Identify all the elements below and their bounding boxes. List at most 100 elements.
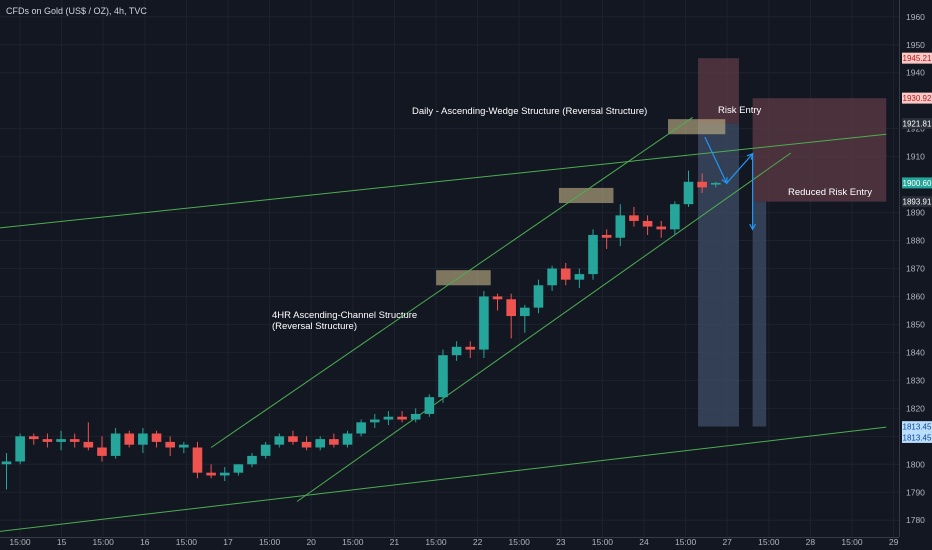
price-tag — [902, 52, 932, 64]
candle[interactable] — [424, 394, 435, 417]
chart-title: CFDs on Gold (US$ / OZ), 4h, TVC — [6, 6, 147, 16]
channel-lower[interactable] — [296, 152, 792, 502]
candle[interactable] — [192, 441, 203, 479]
candle[interactable] — [356, 419, 366, 437]
candle[interactable] — [410, 408, 421, 423]
candle[interactable] — [288, 430, 298, 445]
candle-body — [520, 307, 530, 317]
price-tag-label: 1945.21 — [903, 54, 932, 63]
candle-body — [670, 204, 680, 230]
candle[interactable] — [342, 430, 353, 448]
candle[interactable] — [69, 433, 80, 448]
candle[interactable] — [260, 441, 271, 459]
candle[interactable] — [110, 427, 121, 459]
candle[interactable] — [206, 464, 216, 479]
candle[interactable] — [219, 467, 230, 482]
candle[interactable] — [574, 268, 585, 289]
candle-body — [438, 355, 448, 398]
wedge-lower[interactable] — [0, 426, 887, 532]
candle[interactable] — [683, 170, 694, 207]
candle[interactable] — [28, 433, 39, 445]
candle[interactable] — [492, 293, 503, 311]
candle[interactable] — [15, 433, 25, 465]
candle[interactable] — [124, 430, 135, 448]
candle[interactable] — [179, 441, 189, 454]
candle-body — [629, 215, 639, 221]
candle-body — [260, 444, 271, 456]
candle[interactable] — [165, 436, 175, 456]
candle-body — [219, 472, 230, 476]
candle[interactable] — [383, 411, 394, 426]
candle[interactable] — [615, 204, 626, 247]
candle[interactable] — [479, 290, 489, 358]
x-tick-label: 15:00 — [259, 537, 281, 547]
price-axis[interactable] — [899, 0, 932, 550]
y-tick-label: 1790 — [906, 487, 925, 497]
y-tick-label: 1800 — [906, 459, 925, 469]
x-tick-label: 20 — [306, 537, 316, 547]
y-tick-label: 1840 — [906, 347, 925, 357]
candle[interactable] — [642, 215, 653, 235]
arrow-head — [746, 152, 754, 160]
candle[interactable] — [247, 453, 257, 468]
candle-body — [656, 226, 667, 230]
candle-body — [138, 433, 148, 445]
candle[interactable] — [438, 349, 448, 403]
price-tag — [902, 421, 932, 433]
channel-label-line2: (Reversal Structure) — [272, 321, 357, 332]
candle[interactable] — [42, 433, 53, 448]
candle[interactable] — [274, 433, 285, 448]
candle[interactable] — [588, 229, 598, 280]
price-tag — [902, 431, 932, 443]
x-tick-label: 15:00 — [758, 537, 780, 547]
price-tag — [902, 196, 932, 208]
candle[interactable] — [710, 181, 721, 188]
candle[interactable] — [670, 201, 680, 235]
y-tick-label: 1880 — [906, 236, 925, 246]
x-tick-label: 15:00 — [592, 537, 614, 547]
candle-body — [124, 433, 135, 445]
arrow-head — [749, 223, 757, 231]
candle[interactable] — [506, 293, 516, 339]
candle[interactable] — [601, 229, 612, 249]
candle-body — [560, 268, 571, 280]
candle[interactable] — [547, 265, 557, 291]
candle[interactable] — [369, 413, 380, 428]
candle[interactable] — [629, 206, 639, 227]
candle[interactable] — [397, 411, 407, 423]
candle[interactable] — [97, 436, 107, 462]
candle[interactable] — [329, 433, 339, 448]
trendlines — [0, 117, 887, 532]
y-tick-label: 1830 — [906, 375, 925, 385]
candle-body — [710, 182, 721, 185]
x-tick-label: 15:00 — [9, 537, 31, 547]
price-tag-label: 1900.60 — [903, 179, 932, 188]
candle[interactable] — [451, 341, 462, 361]
y-tick-label: 1890 — [906, 208, 925, 218]
wedge-upper[interactable] — [0, 133, 887, 229]
candle[interactable] — [1, 453, 12, 490]
channel-label-line1: 4HR Ascending-Channel Structure — [272, 310, 417, 321]
price-tag-label: 1893.91 — [903, 198, 932, 207]
candle[interactable] — [656, 220, 667, 238]
candle[interactable] — [520, 304, 530, 333]
x-tick-label: 23 — [556, 537, 566, 547]
channel-upper[interactable] — [210, 117, 693, 448]
x-tick-label: 15:00 — [675, 537, 697, 547]
candle-body — [329, 439, 339, 445]
candle[interactable] — [315, 436, 326, 451]
candle[interactable] — [151, 430, 162, 448]
candle[interactable] — [233, 464, 244, 476]
candle[interactable] — [465, 341, 476, 358]
candle[interactable] — [697, 173, 707, 193]
candle[interactable] — [301, 436, 312, 451]
risk-entry-target — [698, 123, 739, 427]
candle[interactable] — [138, 427, 148, 454]
candle[interactable] — [56, 430, 66, 451]
time-axis[interactable] — [0, 537, 932, 550]
candle-body — [97, 447, 107, 456]
candle[interactable] — [560, 262, 571, 286]
candle[interactable] — [83, 422, 94, 451]
candle[interactable] — [533, 279, 544, 314]
